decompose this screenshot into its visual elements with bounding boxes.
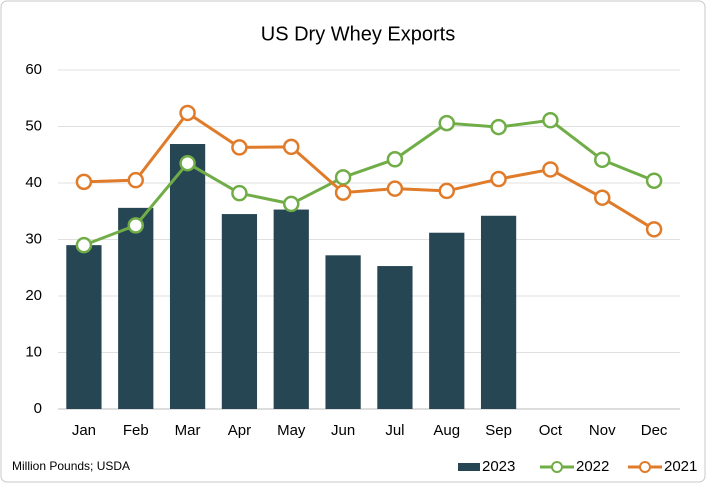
bar bbox=[480, 215, 517, 409]
y-tick-label: 30 bbox=[25, 230, 42, 247]
marker bbox=[438, 114, 455, 132]
marker bbox=[231, 184, 248, 202]
legend-label: 2023 bbox=[482, 458, 515, 475]
marker bbox=[386, 151, 404, 168]
x-tick-label: Feb bbox=[123, 422, 149, 439]
bar bbox=[325, 255, 361, 409]
x-tick-label: Apr bbox=[228, 422, 251, 439]
marker bbox=[645, 221, 663, 238]
marker bbox=[283, 138, 300, 156]
x-tick-label: May bbox=[277, 422, 306, 439]
marker bbox=[75, 236, 93, 254]
marker bbox=[127, 217, 144, 234]
x-tick-label: Aug bbox=[433, 422, 460, 439]
bar bbox=[169, 144, 206, 409]
legend-swatch bbox=[551, 461, 563, 473]
marker bbox=[542, 112, 559, 129]
y-tick-label: 10 bbox=[25, 343, 42, 360]
x-tick-label: Jan bbox=[72, 422, 96, 439]
y-tick-label: 0 bbox=[34, 400, 42, 417]
bar bbox=[66, 245, 102, 409]
x-tick-label: Oct bbox=[539, 422, 563, 439]
bar bbox=[377, 266, 413, 409]
y-tick-label: 40 bbox=[25, 174, 42, 191]
marker bbox=[542, 161, 559, 178]
marker bbox=[231, 139, 248, 156]
marker bbox=[386, 180, 404, 197]
legend-swatch bbox=[458, 463, 480, 471]
marker bbox=[490, 170, 507, 188]
y-tick-label: 60 bbox=[25, 61, 42, 78]
bar bbox=[429, 232, 465, 409]
legend-label: 2022 bbox=[576, 458, 609, 475]
chart-title: US Dry Whey Exports bbox=[261, 23, 455, 45]
marker bbox=[127, 171, 144, 189]
x-tick-label: Sep bbox=[485, 422, 512, 439]
y-tick-label: 20 bbox=[25, 287, 42, 304]
legend-label: 2021 bbox=[664, 458, 697, 475]
marker bbox=[594, 151, 611, 169]
bar bbox=[221, 214, 258, 409]
marker bbox=[179, 154, 196, 172]
marker bbox=[645, 172, 663, 189]
x-tick-label: Dec bbox=[641, 422, 668, 439]
x-tick-label: Jun bbox=[331, 422, 355, 439]
marker bbox=[334, 184, 352, 201]
note: Million Pounds; USDA bbox=[12, 459, 130, 473]
marker bbox=[334, 169, 352, 186]
legend-swatch bbox=[639, 461, 651, 473]
bar bbox=[273, 209, 309, 409]
marker bbox=[283, 195, 300, 213]
line bbox=[83, 118, 655, 247]
bar bbox=[118, 207, 154, 409]
marker bbox=[438, 182, 455, 200]
x-tick-label: Mar bbox=[175, 422, 201, 439]
line bbox=[83, 110, 655, 231]
marker bbox=[75, 173, 93, 191]
marker bbox=[594, 189, 611, 206]
marker bbox=[179, 104, 196, 122]
x-tick-label: Jul bbox=[385, 422, 404, 439]
marker bbox=[490, 118, 507, 136]
x-tick-label: Nov bbox=[589, 422, 616, 439]
y-tick-label: 50 bbox=[25, 117, 42, 134]
